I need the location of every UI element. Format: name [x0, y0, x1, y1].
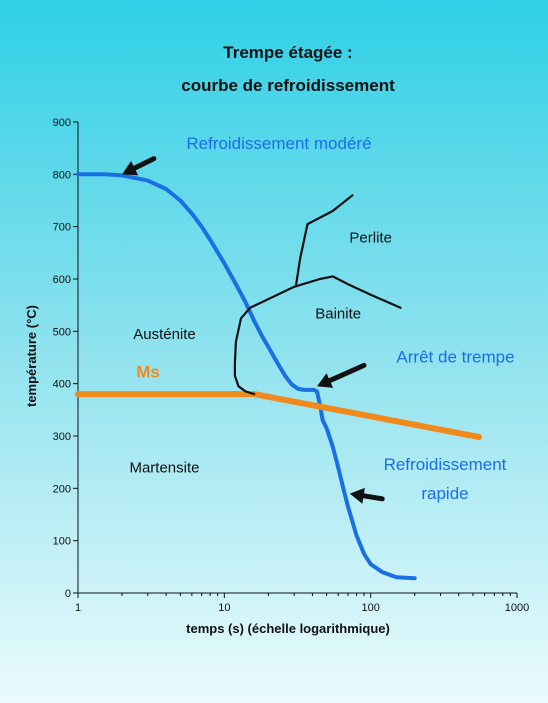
y-tick-label: 500	[53, 326, 71, 338]
series-cooling-line	[76, 172, 417, 581]
region-label-martensite: Martensite	[129, 460, 199, 477]
series-tts-nose-line	[233, 285, 296, 396]
y-tick-label: 900	[53, 117, 71, 129]
y-tick-label: 700	[53, 222, 71, 234]
y-tick-label: 0	[65, 588, 71, 600]
chart-title-line-2: courbe de refroidissement	[181, 76, 395, 95]
region-label-austenite: Austénite	[133, 326, 196, 343]
y-tick-label: 300	[53, 431, 71, 443]
annotation-modere: Refroidissement modéré	[186, 134, 371, 153]
series-ms-line	[75, 391, 482, 440]
annotation-rapide1: Refroidissement	[384, 455, 507, 474]
arrow-modere-icon	[122, 160, 139, 176]
x-tick-label: 100	[361, 602, 379, 614]
region-label-perlite: Perlite	[349, 229, 392, 246]
y-tick-label: 100	[53, 536, 71, 548]
arrow-modere-shaft	[132, 156, 157, 171]
chart-title-line-1: Trempe étagée :	[223, 43, 352, 62]
x-axis-label: temps (s) (échelle logarithmique)	[186, 621, 390, 636]
x-tick-label: 1	[75, 602, 81, 614]
arrow-rapide2-icon	[349, 487, 365, 504]
y-tick-label: 800	[53, 169, 71, 181]
series-tts-perlite-line	[295, 194, 354, 286]
annotation-arret: Arrêt de trempe	[396, 348, 514, 367]
x-tick-label: 10	[218, 602, 230, 614]
arrow-arret-icon	[317, 373, 334, 388]
plot-area: 0 100 200 300 400 500 600 700 800 900 1 10 100 1000 Pe…	[53, 117, 530, 614]
arrow-rapide2-shaft	[361, 493, 385, 502]
region-label-bainite: Bainite	[315, 305, 361, 322]
y-tick-label: 600	[53, 274, 71, 286]
arrow-arret-shaft	[327, 362, 367, 384]
annotation-ms-label: Ms	[136, 362, 160, 381]
series-tts-bainite-line	[293, 275, 402, 309]
y-tick-label: 200	[53, 483, 71, 495]
x-tick-label: 1000	[505, 602, 529, 614]
y-axis-label: température (°C)	[24, 305, 39, 407]
y-tick-label: 400	[53, 379, 71, 391]
annotation-rapide2: rapide	[421, 484, 468, 503]
